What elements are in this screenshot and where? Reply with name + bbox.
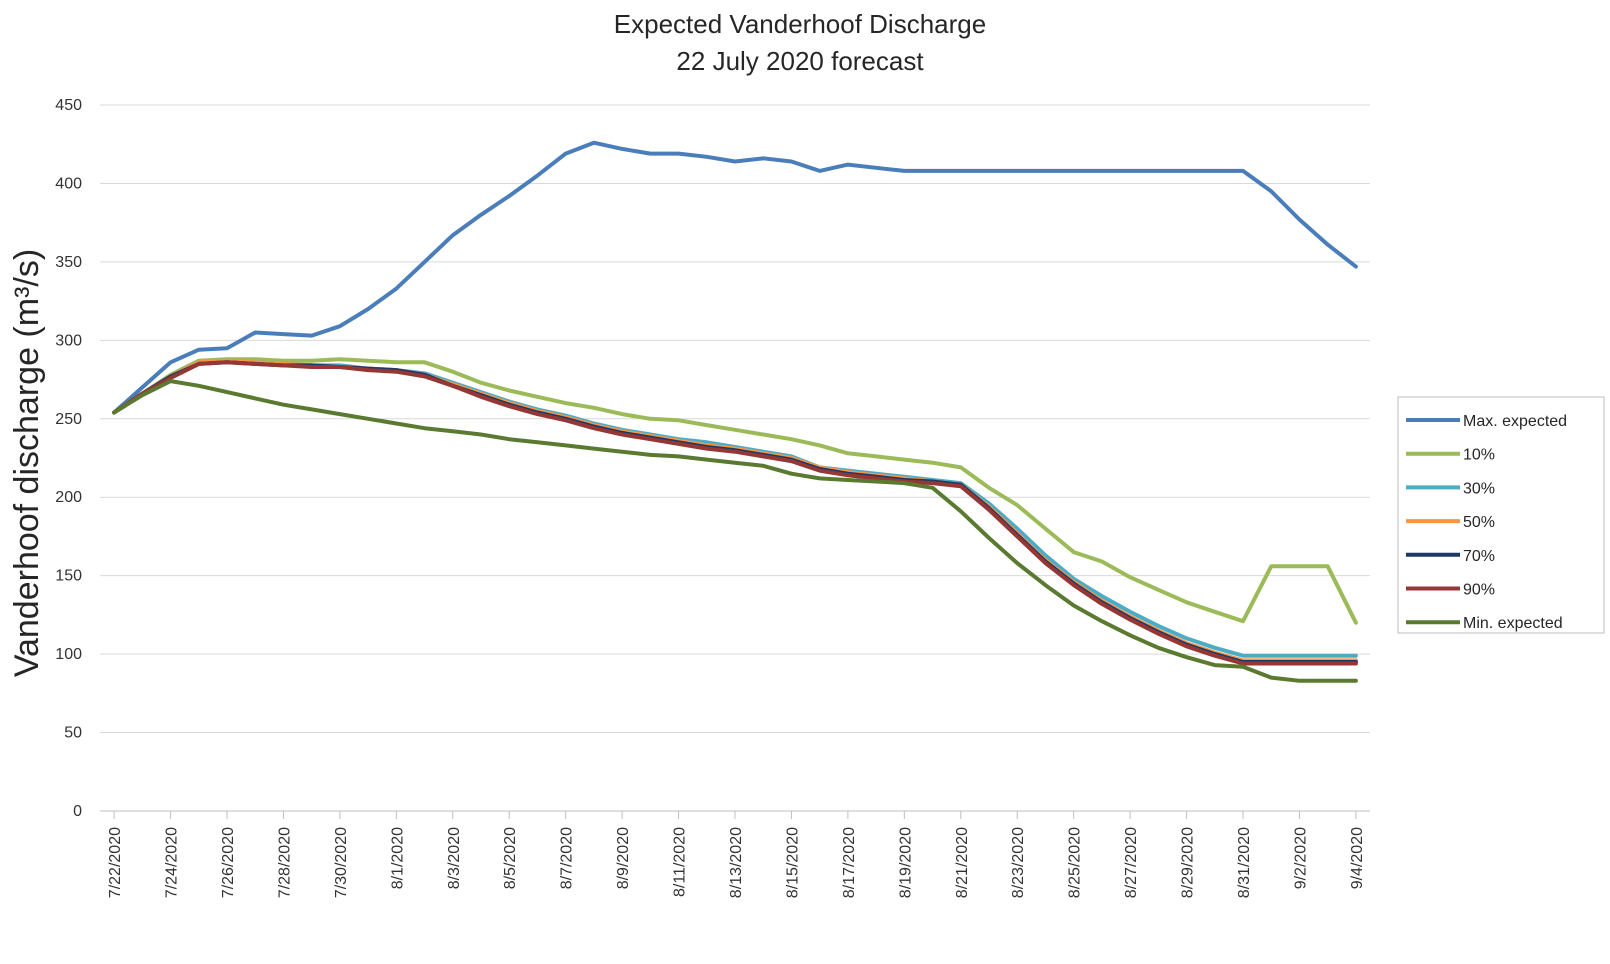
x-tick-label: 7/22/2020 bbox=[107, 827, 124, 898]
y-tick-label: 0 bbox=[73, 803, 82, 820]
chart-subtitle: 22 July 2020 forecast bbox=[676, 46, 924, 76]
legend-label: Min. expected bbox=[1463, 615, 1563, 632]
x-tick-label: 7/28/2020 bbox=[276, 827, 293, 898]
x-tick-label: 8/7/2020 bbox=[559, 827, 576, 889]
x-tick-label: 8/3/2020 bbox=[446, 827, 463, 889]
y-tick-label: 450 bbox=[55, 97, 82, 114]
x-tick-label: 7/24/2020 bbox=[164, 827, 181, 898]
x-tick-label: 8/5/2020 bbox=[502, 827, 519, 889]
legend-label: 30% bbox=[1463, 480, 1495, 497]
x-tick-label: 7/26/2020 bbox=[220, 827, 237, 898]
x-tick-label: 8/29/2020 bbox=[1180, 827, 1197, 898]
y-tick-label: 50 bbox=[64, 725, 82, 742]
x-tick-label: 8/15/2020 bbox=[784, 827, 801, 898]
x-tick-label: 8/27/2020 bbox=[1123, 827, 1140, 898]
x-tick-label: 8/11/2020 bbox=[672, 827, 689, 897]
legend-box bbox=[1397, 396, 1605, 634]
axes: 0 50 100 150 200 250 300 350 400 450 7/22/2020 7/24… bbox=[55, 97, 1370, 898]
x-tick-label: 8/19/2020 bbox=[897, 827, 914, 898]
series-line-0 bbox=[112, 140, 1358, 415]
series-line-1 bbox=[112, 357, 1358, 625]
x-tick-label: 9/2/2020 bbox=[1292, 827, 1309, 889]
x-tick-label: 8/31/2020 bbox=[1236, 827, 1253, 898]
x-tick-label: 8/1/2020 bbox=[389, 827, 406, 889]
legend: Max. expected 10% 30% 50% 70% 90% Min. expecte… bbox=[1397, 396, 1605, 634]
legend-label: 90% bbox=[1463, 582, 1495, 599]
x-tick-label: 8/9/2020 bbox=[615, 827, 632, 889]
y-tick-label: 100 bbox=[55, 646, 82, 663]
x-tick-label: 9/4/2020 bbox=[1349, 827, 1366, 889]
y-tick-label: 350 bbox=[55, 254, 82, 271]
y-axis-label: Vanderhoof discharge (m³/s) bbox=[8, 249, 46, 677]
x-tick-label: 8/17/2020 bbox=[841, 827, 858, 898]
chart-title: Expected Vanderhoof Discharge bbox=[614, 9, 986, 39]
y-tick-label: 250 bbox=[55, 411, 82, 428]
x-tick-label: 8/21/2020 bbox=[954, 827, 971, 898]
y-tick-label: 400 bbox=[55, 175, 82, 192]
x-tick-label: 7/30/2020 bbox=[333, 827, 350, 898]
y-tick-label: 300 bbox=[55, 332, 82, 349]
series-line-2 bbox=[112, 358, 1358, 658]
x-tick-label: 8/23/2020 bbox=[1010, 827, 1027, 898]
legend-label: Max. expected bbox=[1463, 413, 1567, 430]
series-lines bbox=[112, 140, 1358, 683]
x-tick-label: 8/13/2020 bbox=[728, 827, 745, 898]
y-tick-label: 150 bbox=[55, 568, 82, 585]
legend-label: 50% bbox=[1463, 514, 1495, 531]
series-line-5 bbox=[112, 360, 1358, 666]
gridlines bbox=[100, 104, 1370, 734]
legend-label: 70% bbox=[1463, 548, 1495, 565]
x-tick-label: 8/25/2020 bbox=[1067, 827, 1084, 898]
y-tick-label: 200 bbox=[55, 489, 82, 506]
legend-label: 10% bbox=[1463, 447, 1495, 464]
series-line-6 bbox=[112, 379, 1358, 683]
